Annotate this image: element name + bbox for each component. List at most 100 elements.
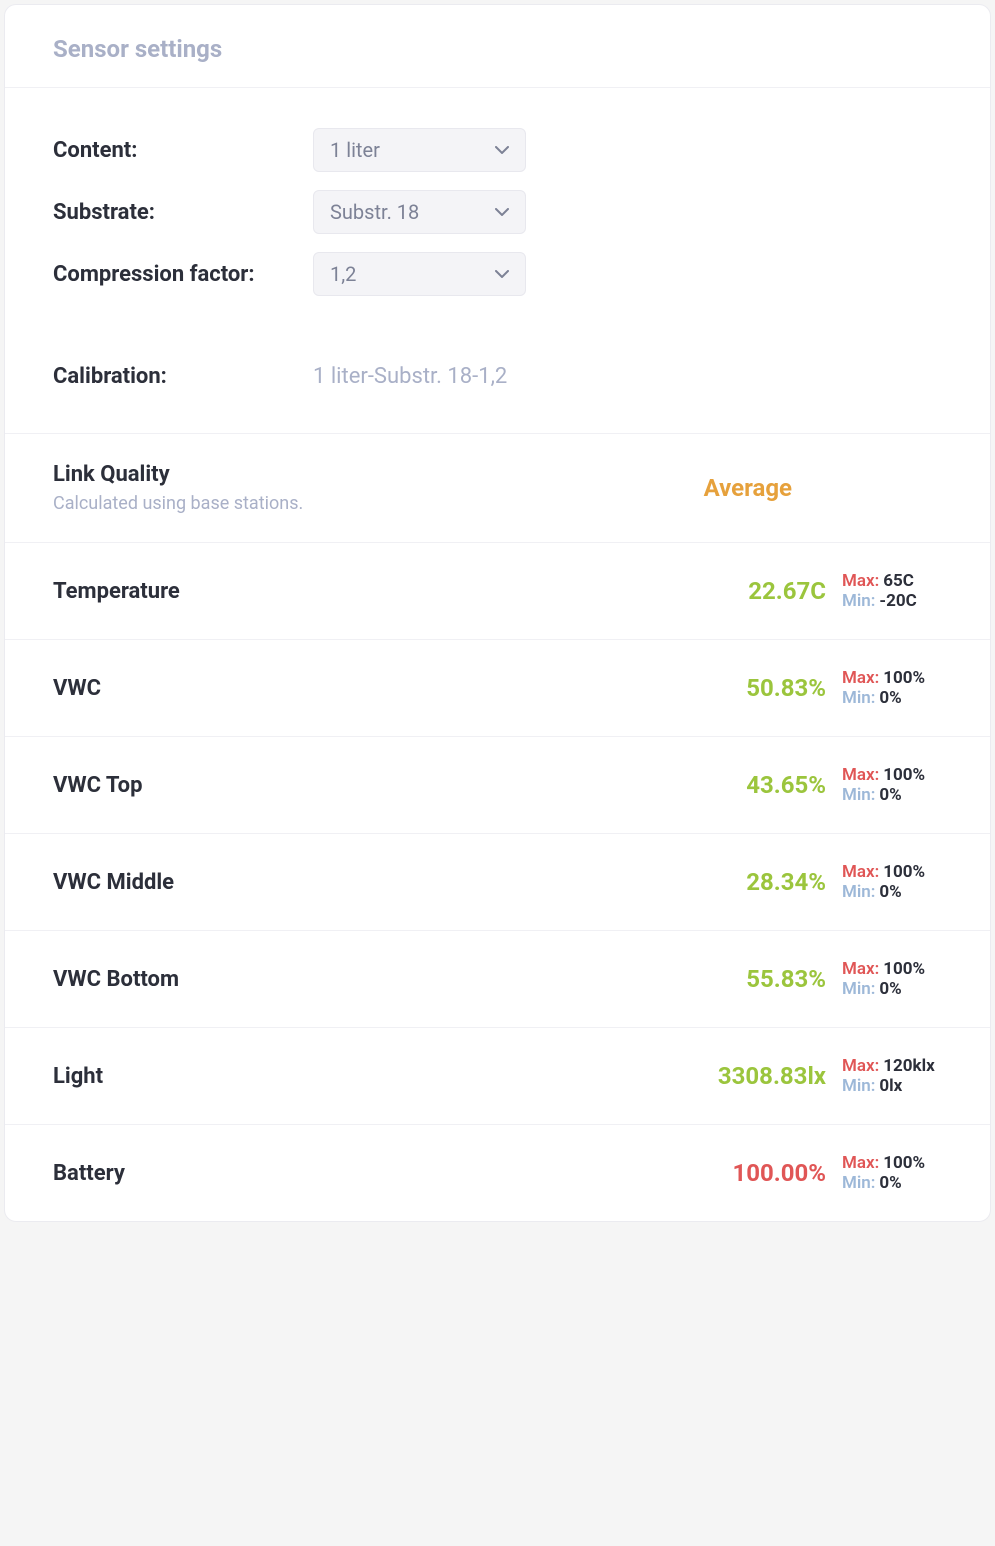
card-header: Sensor settings — [5, 5, 990, 87]
metric-max-line: Max:100% — [842, 959, 942, 979]
metric-title: Light — [53, 1064, 103, 1089]
metric-minmax: Max:100%Min:0% — [842, 1153, 942, 1193]
max-value: 100% — [883, 959, 925, 979]
metric-min-line: Min:0% — [842, 1173, 942, 1193]
metric-row: VWC Top43.65%Max:100%Min:0% — [5, 736, 990, 833]
substrate-label: Substrate: — [53, 200, 313, 225]
setting-row-content: Content: 1 liter — [53, 128, 942, 172]
max-value: 100% — [883, 668, 925, 688]
min-label: Min: — [842, 979, 875, 999]
metric-left: VWC — [53, 676, 101, 701]
min-value: -20C — [879, 591, 916, 611]
link-quality-value: Average — [704, 474, 942, 502]
calibration-label: Calibration: — [53, 364, 313, 389]
metric-min-line: Min:0% — [842, 785, 942, 805]
metric-left: VWC Bottom — [53, 967, 179, 992]
max-label: Max: — [842, 765, 879, 785]
metric-value: 55.83% — [746, 965, 826, 993]
metric-title: Battery — [53, 1161, 125, 1186]
max-label: Max: — [842, 668, 879, 688]
max-label: Max: — [842, 959, 879, 979]
metric-left: Temperature — [53, 579, 180, 604]
metric-left: Battery — [53, 1161, 125, 1186]
metric-title: VWC Bottom — [53, 967, 179, 992]
metric-min-line: Min:0% — [842, 882, 942, 902]
sensor-settings-card: Sensor settings Content: 1 liter Substra… — [4, 4, 991, 1222]
chevron-down-icon — [495, 146, 509, 154]
min-label: Min: — [842, 591, 875, 611]
substrate-select-value: Substr. 18 — [330, 200, 419, 224]
max-value: 120klx — [883, 1056, 935, 1076]
metric-minmax: Max:100%Min:0% — [842, 668, 942, 708]
max-label: Max: — [842, 1153, 879, 1173]
min-value: 0% — [879, 1173, 901, 1193]
metric-max-line: Max:120klx — [842, 1056, 942, 1076]
metric-left: VWC Middle — [53, 870, 174, 895]
min-label: Min: — [842, 1076, 875, 1096]
metric-row: VWC Bottom55.83%Max:100%Min:0% — [5, 930, 990, 1027]
metric-row: VWC50.83%Max:100%Min:0% — [5, 639, 990, 736]
content-label: Content: — [53, 138, 313, 163]
chevron-down-icon — [495, 270, 509, 278]
link-quality-left: Link Quality Calculated using base stati… — [53, 462, 303, 514]
content-select[interactable]: 1 liter — [313, 128, 526, 172]
max-value: 100% — [883, 765, 925, 785]
setting-row-substrate: Substrate: Substr. 18 — [53, 190, 942, 234]
metric-value: 3308.83lx — [718, 1062, 826, 1090]
metric-title: Temperature — [53, 579, 180, 604]
metric-min-line: Min:-20C — [842, 591, 942, 611]
max-label: Max: — [842, 862, 879, 882]
metric-right: 55.83%Max:100%Min:0% — [746, 959, 942, 999]
metric-minmax: Max:65CMin:-20C — [842, 571, 942, 611]
metric-right: 43.65%Max:100%Min:0% — [746, 765, 942, 805]
link-quality-right: Average — [704, 474, 942, 502]
min-label: Min: — [842, 882, 875, 902]
metric-minmax: Max:120klxMin:0lx — [842, 1056, 942, 1096]
min-label: Min: — [842, 785, 875, 805]
metric-value: 28.34% — [746, 868, 826, 896]
metric-max-line: Max:100% — [842, 765, 942, 785]
calibration-value: 1 liter-Substr. 18-1,2 — [313, 364, 507, 389]
metric-min-line: Min:0lx — [842, 1076, 942, 1096]
setting-row-compression: Compression factor: 1,2 — [53, 252, 942, 296]
max-label: Max: — [842, 571, 879, 591]
compression-label: Compression factor: — [53, 262, 313, 287]
min-value: 0% — [879, 979, 901, 999]
compression-select-value: 1,2 — [330, 262, 356, 286]
metric-title: VWC — [53, 676, 101, 701]
metric-title: VWC Top — [53, 773, 142, 798]
calibration-row: Calibration: 1 liter-Substr. 18-1,2 — [53, 314, 942, 413]
content-select-value: 1 liter — [330, 138, 380, 162]
metric-right: 22.67CMax:65CMin:-20C — [748, 571, 942, 611]
max-value: 100% — [883, 1153, 925, 1173]
settings-block: Content: 1 liter Substrate: Substr. 18 C… — [5, 87, 990, 433]
metric-minmax: Max:100%Min:0% — [842, 862, 942, 902]
chevron-down-icon — [495, 208, 509, 216]
max-label: Max: — [842, 1056, 879, 1076]
metric-right: 3308.83lxMax:120klxMin:0lx — [718, 1056, 942, 1096]
link-quality-title: Link Quality — [53, 462, 303, 487]
metric-max-line: Max:65C — [842, 571, 942, 591]
metric-max-line: Max:100% — [842, 668, 942, 688]
substrate-select[interactable]: Substr. 18 — [313, 190, 526, 234]
metric-min-line: Min:0% — [842, 688, 942, 708]
metric-title: VWC Middle — [53, 870, 174, 895]
min-value: 0lx — [879, 1076, 902, 1096]
metric-right: 28.34% Max:100%Min:0% — [746, 862, 942, 902]
metric-value: 50.83% — [746, 674, 826, 702]
min-label: Min: — [842, 1173, 875, 1193]
metric-left: VWC Top — [53, 773, 142, 798]
metric-row: Temperature 22.67CMax:65CMin:-20C — [5, 542, 990, 639]
metric-min-line: Min:0% — [842, 979, 942, 999]
metric-minmax: Max:100%Min:0% — [842, 765, 942, 805]
compression-select[interactable]: 1,2 — [313, 252, 526, 296]
min-value: 0% — [879, 688, 901, 708]
min-value: 0% — [879, 785, 901, 805]
metric-row: VWC Middle 28.34% Max:100%Min:0% — [5, 833, 990, 930]
link-quality-subtitle: Calculated using base stations. — [53, 493, 303, 514]
metric-value: 43.65% — [746, 771, 826, 799]
min-label: Min: — [842, 688, 875, 708]
metric-right: 100.00%Max:100%Min:0% — [732, 1153, 942, 1193]
metric-row: Battery100.00%Max:100%Min:0% — [5, 1124, 990, 1221]
metric-max-line: Max:100% — [842, 1153, 942, 1173]
